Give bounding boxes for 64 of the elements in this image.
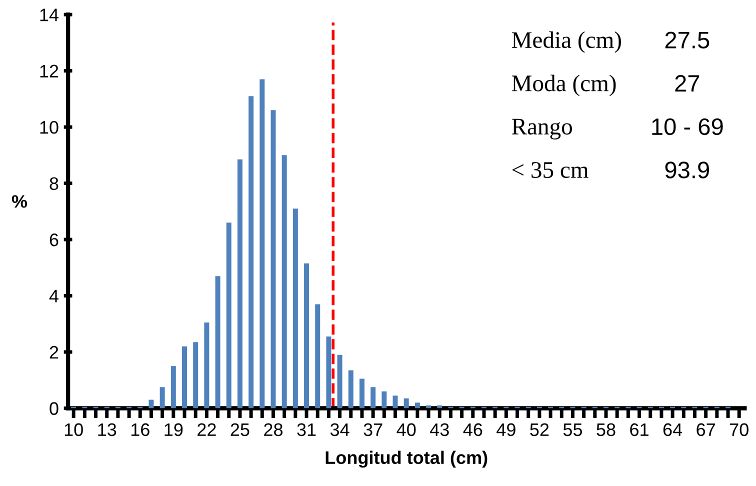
y-tick-label: 2	[50, 346, 58, 359]
bar	[160, 387, 165, 408]
bar	[282, 155, 287, 408]
x-tick-label: 70	[730, 423, 748, 436]
bar	[382, 391, 387, 408]
x-tick-label: 64	[663, 423, 682, 436]
x-tick-label: 37	[364, 423, 382, 436]
annotation: 10 - 69	[652, 118, 723, 136]
bar	[326, 336, 332, 408]
bar	[304, 263, 310, 408]
x-tick-label: 22	[198, 423, 216, 436]
annotation: Media (cm)	[512, 31, 621, 53]
y-tick-label: 0	[50, 402, 58, 415]
y-tick-label: 12	[40, 64, 58, 78]
bar	[404, 398, 409, 408]
x-tick-label: 31	[297, 423, 316, 436]
bar	[170, 366, 176, 408]
x-tick-label: 52	[530, 423, 549, 436]
annotation: 93.9	[665, 162, 710, 178]
y-tick-label: 10	[40, 120, 58, 134]
bar	[148, 400, 154, 408]
bar	[226, 222, 232, 408]
y-tick-label: 6	[50, 233, 58, 246]
annotation: 27.5	[665, 32, 710, 48]
x-tick-label: 43	[430, 423, 449, 436]
bar	[182, 346, 188, 408]
bar	[260, 79, 265, 408]
annotation: 27	[675, 75, 700, 92]
y-axis-title: %	[12, 195, 28, 208]
y-tick-label: 14	[40, 8, 58, 22]
bar	[215, 276, 220, 408]
x-tick-label: 34	[330, 423, 350, 436]
x-tick-label: 46	[463, 423, 482, 436]
y-tick-label: 4	[49, 290, 58, 302]
bar	[292, 208, 298, 408]
x-tick-label: 16	[131, 423, 150, 436]
annotation: Rango	[512, 118, 572, 140]
x-tick-label: 61	[630, 423, 648, 436]
bar	[315, 304, 320, 408]
x-tick-label: 67	[696, 423, 715, 436]
bar	[392, 396, 398, 408]
x-tick-label: 13	[98, 423, 116, 436]
x-tick-label: 58	[596, 423, 616, 436]
bar	[248, 96, 254, 408]
annotation: < 35 cm	[512, 162, 588, 178]
bar	[337, 354, 342, 408]
x-tick-label: 28	[264, 423, 282, 436]
x-tick-label: 10	[64, 423, 83, 436]
bar	[204, 322, 210, 408]
x-tick-label: 25	[230, 423, 250, 436]
x-tick-label: 19	[164, 423, 183, 436]
bar	[270, 110, 276, 408]
bar	[359, 378, 364, 408]
bar	[348, 370, 354, 408]
bar	[193, 342, 198, 408]
x-tick-label: 55	[563, 423, 582, 436]
x-tick-label: 49	[496, 423, 516, 436]
x-axis-title: Longitud total (cm)	[326, 450, 488, 468]
bar	[414, 402, 420, 408]
bar	[370, 387, 376, 408]
bar	[237, 159, 242, 408]
annotation: Moda (cm)	[512, 74, 616, 96]
x-tick-label: 40	[396, 423, 416, 436]
y-tick-label: 8	[50, 177, 58, 190]
